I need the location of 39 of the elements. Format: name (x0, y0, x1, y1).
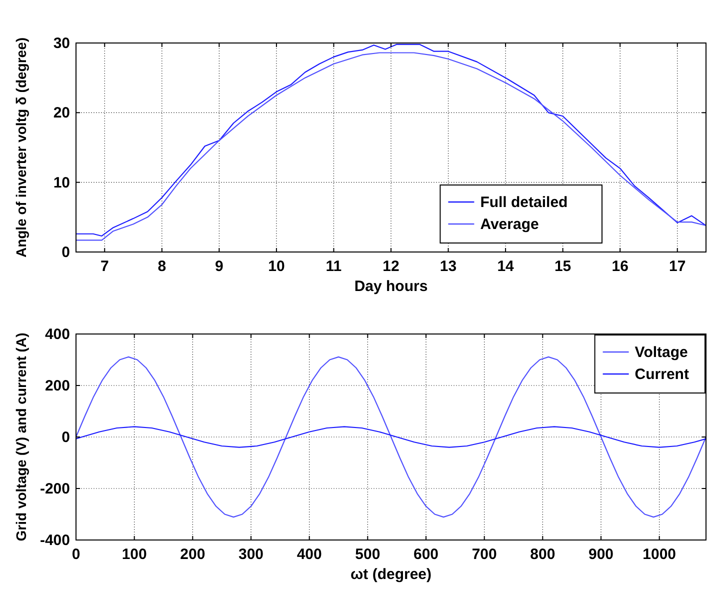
x-tick-label: 8 (158, 258, 166, 275)
x-tick-label: 15 (554, 258, 572, 275)
x-axis-title: ωt (degree) (350, 566, 432, 583)
legend-label: Current (634, 366, 689, 383)
y-tick-label: 200 (44, 378, 70, 394)
x-tick-label: 600 (413, 546, 439, 563)
x-tick-label: 900 (588, 546, 614, 563)
y-tick-label: 10 (53, 174, 70, 192)
x-tick-label: 14 (497, 258, 515, 275)
x-tick-label: 13 (440, 258, 457, 275)
y-tick-label: 30 (53, 35, 70, 52)
x-tick-label: 11 (326, 258, 342, 275)
line-series (75, 426, 707, 448)
y-axis-title: Angle of inverter voltg δ (degree) (13, 37, 29, 258)
y-tick-label: 0 (62, 244, 70, 261)
legend-label: Full detailed (480, 194, 568, 211)
y-axis-title: Grid voltage (V) and current (A) (13, 332, 29, 542)
x-tick-label: 10 (268, 258, 285, 275)
legend-label: Voltage (634, 344, 688, 361)
y-tick-label: -200 (40, 480, 70, 498)
x-tick-label: 100 (122, 546, 147, 563)
x-tick-label: 1000 (642, 546, 676, 563)
x-tick-label: 17 (669, 258, 686, 275)
x-axis-title: Day hours (354, 278, 428, 295)
y-tick-label: 20 (53, 104, 70, 122)
x-tick-label: 9 (215, 258, 224, 275)
x-tick-label: 300 (238, 546, 264, 563)
x-tick-label: 16 (612, 258, 628, 275)
legend-label: Average (480, 216, 539, 233)
x-tick-label: 200 (180, 546, 206, 563)
x-tick-label: 400 (296, 546, 322, 563)
x-tick-label: 12 (382, 258, 400, 275)
x-tick-label: 7 (100, 258, 109, 275)
y-tick-label: 400 (44, 326, 70, 343)
y-tick-label: -400 (40, 532, 70, 549)
x-tick-label: 800 (530, 546, 556, 563)
y-tick-label: 0 (62, 429, 70, 446)
x-tick-label: 500 (355, 546, 380, 563)
x-tick-label: 700 (472, 546, 497, 563)
